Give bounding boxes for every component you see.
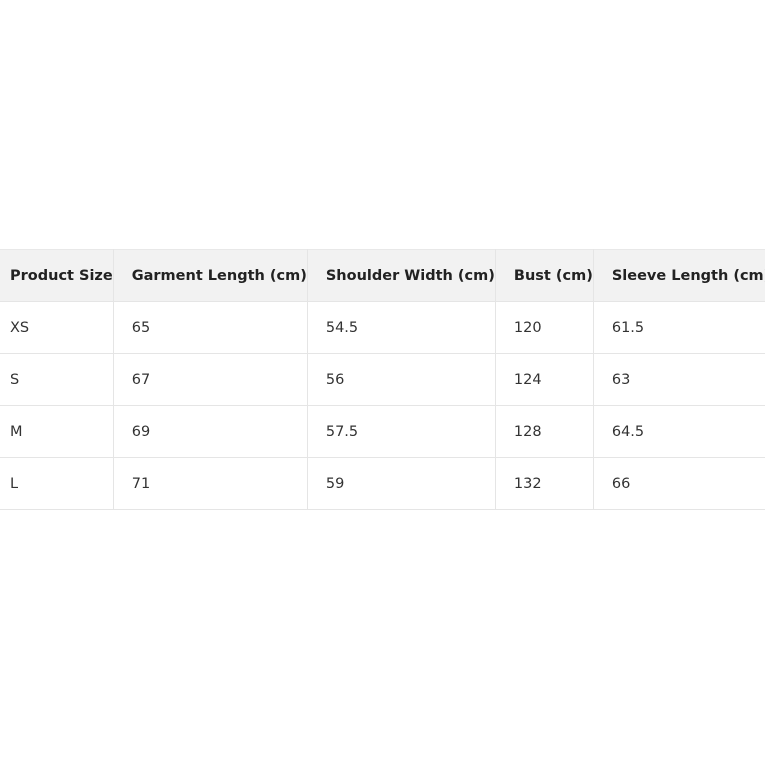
cell-shoulder-width: 59 (306, 457, 496, 510)
cell-shoulder-width: 56 (306, 353, 496, 406)
cell-bust: 124 (494, 353, 594, 406)
cell-size: M (0, 405, 114, 458)
header-garment-length: Garment Length (cm) (112, 249, 308, 302)
cell-sleeve-length: 64.5 (592, 405, 765, 458)
cell-garment-length: 71 (112, 457, 308, 510)
cell-size: XS (0, 301, 114, 354)
cell-garment-length: 67 (112, 353, 308, 406)
header-shoulder-width: Shoulder Width (cm) (306, 249, 496, 302)
cell-garment-length: 65 (112, 301, 308, 354)
cell-bust: 128 (494, 405, 594, 458)
cell-bust: 132 (494, 457, 594, 510)
size-chart-table: Product Size Garment Length (cm) Shoulde… (0, 249, 765, 510)
cell-bust: 120 (494, 301, 594, 354)
table-row: L 71 59 132 66 (0, 457, 765, 510)
table-row: M 69 57.5 128 64.5 (0, 405, 765, 458)
cell-shoulder-width: 57.5 (306, 405, 496, 458)
header-bust: Bust (cm) (494, 249, 594, 302)
table-header-row: Product Size Garment Length (cm) Shoulde… (0, 249, 765, 302)
cell-sleeve-length: 63 (592, 353, 765, 406)
header-product-size: Product Size (0, 249, 114, 302)
cell-size: L (0, 457, 114, 510)
header-sleeve-length: Sleeve Length (cm) (592, 249, 765, 302)
table-row: S 67 56 124 63 (0, 353, 765, 406)
cell-shoulder-width: 54.5 (306, 301, 496, 354)
cell-sleeve-length: 61.5 (592, 301, 765, 354)
cell-size: S (0, 353, 114, 406)
cell-sleeve-length: 66 (592, 457, 765, 510)
table-row: XS 65 54.5 120 61.5 (0, 301, 765, 354)
cell-garment-length: 69 (112, 405, 308, 458)
